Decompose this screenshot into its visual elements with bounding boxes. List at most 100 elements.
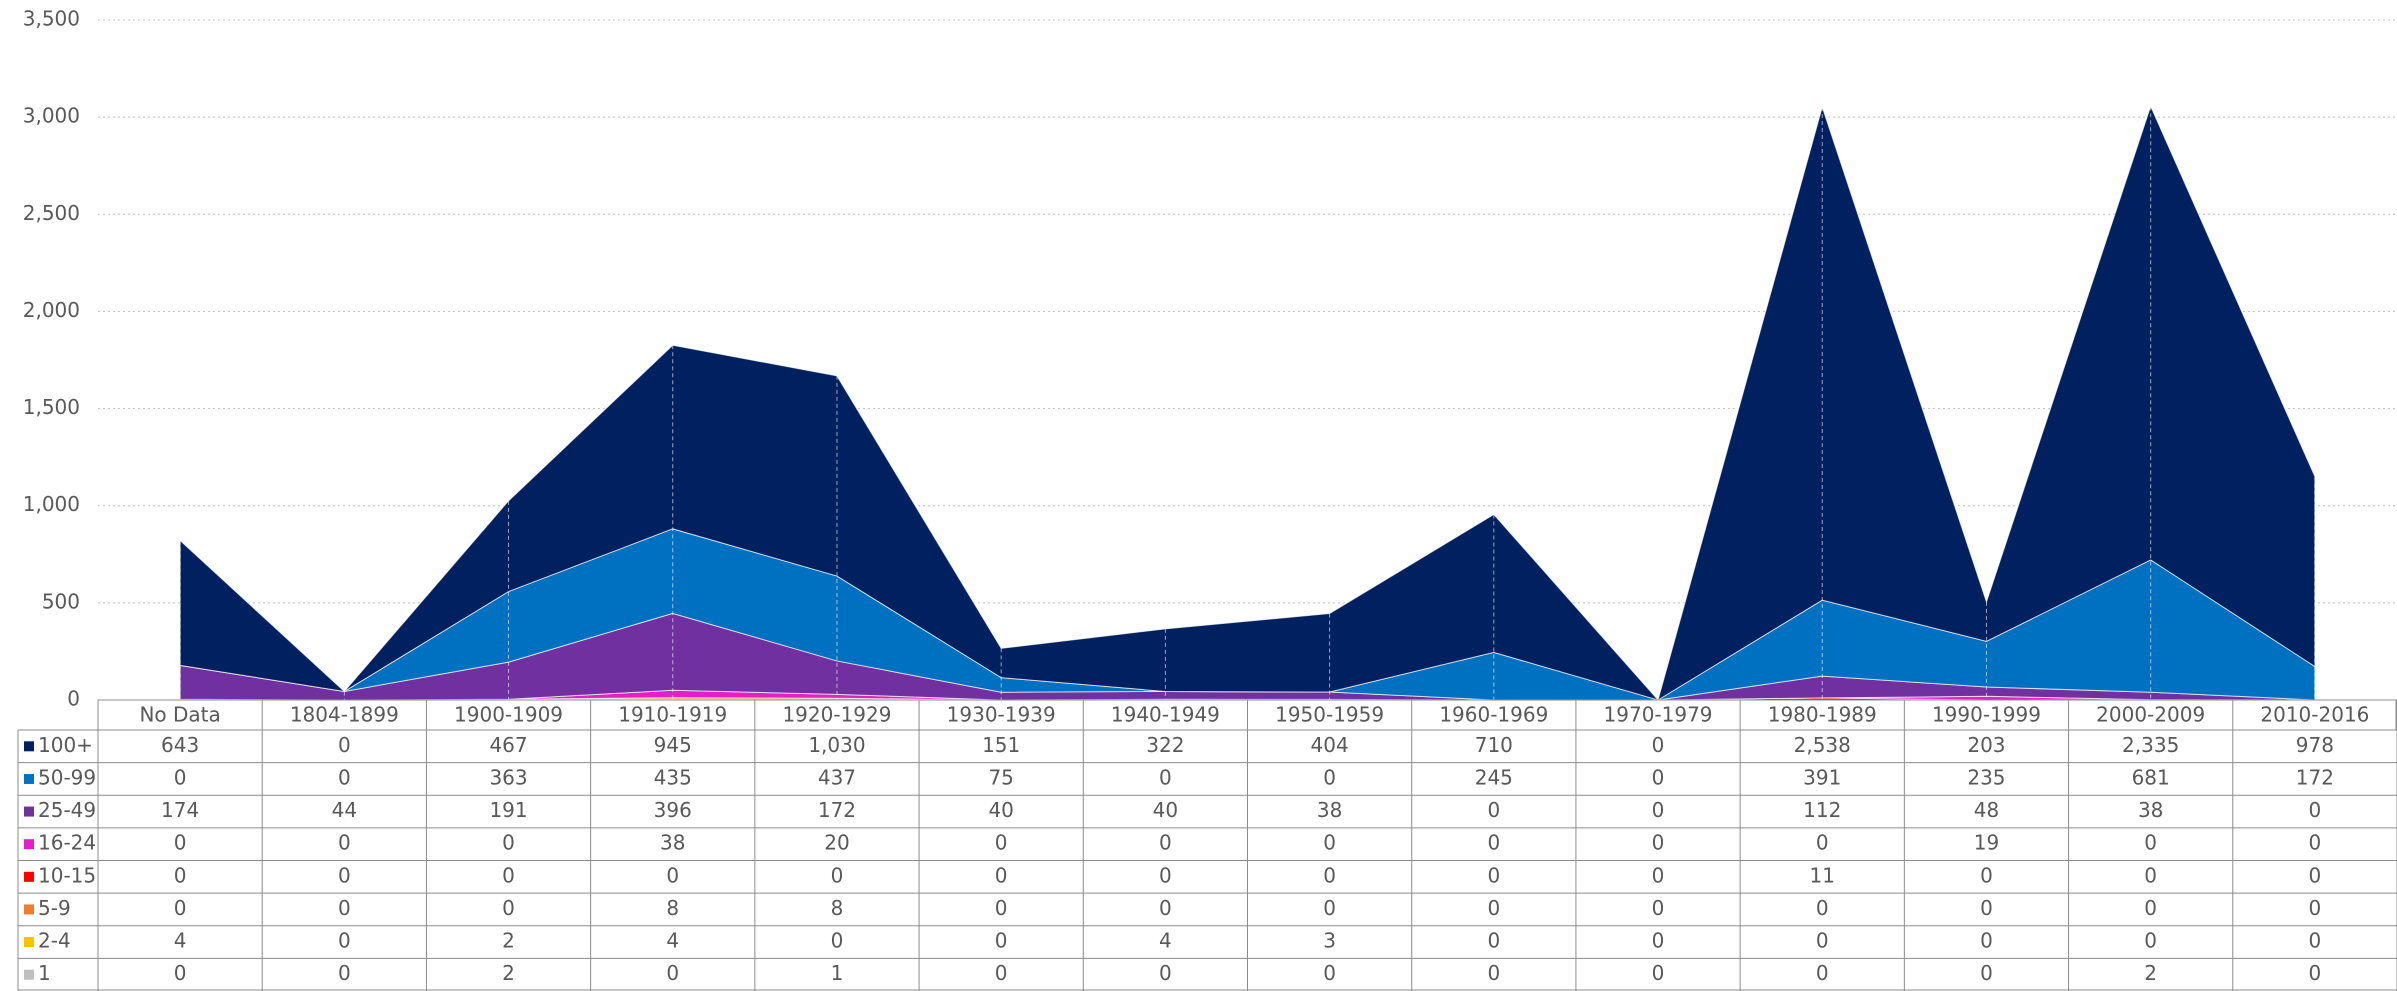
table-cell: 0 [1980,896,1993,920]
table-cell: 437 [818,765,856,789]
table-cell: 0 [174,896,187,920]
table-cell: 0 [995,863,1008,887]
table-cell: 38 [2138,798,2163,822]
table-cell: 0 [1652,798,1665,822]
legend-swatch [24,904,34,915]
table-cell: 20 [824,831,849,855]
table-cell: 0 [1487,863,1500,887]
table-cell: 75 [988,765,1013,789]
table-cell: 2,538 [1794,733,1851,757]
table-cell: 0 [2144,863,2157,887]
table-cell: 0 [831,863,844,887]
table-cell: 0 [1487,831,1500,855]
table-cell: 404 [1311,733,1349,757]
y-tick-label: 1,000 [23,492,80,516]
table-cell: 0 [1652,863,1665,887]
table-cell: 0 [174,961,187,985]
x-tick-label: 1960-1969 [1439,703,1548,727]
table-cell: 1 [831,961,844,985]
y-tick-label: 3,000 [23,104,80,128]
table-cell: 0 [1323,863,1336,887]
y-tick-label: 500 [42,589,80,613]
table-cell: 0 [338,863,351,887]
table-cell: 2 [2144,961,2157,985]
x-tick-label: 1930-1939 [947,703,1056,727]
table-cell: 0 [1159,831,1172,855]
table-cell: 0 [2309,961,2322,985]
legend-label: 25-49 [38,798,96,822]
table-cell: 0 [338,733,351,757]
table-cell: 19 [1974,831,1999,855]
x-tick-label: 1970-1979 [1604,703,1713,727]
table-cell: 0 [1159,961,1172,985]
table-cell: 172 [818,798,856,822]
table-cell: 0 [2309,831,2322,855]
legend-label: 5-9 [38,896,71,920]
table-cell: 945 [654,733,692,757]
table-cell: 0 [1652,765,1665,789]
table-cell: 978 [2296,733,2334,757]
table-cell: 0 [1323,765,1336,789]
table-cell: 235 [1967,765,2005,789]
table-cell: 0 [338,765,351,789]
legend-label: 1 [38,961,51,985]
table-cell: 1,030 [808,733,865,757]
y-tick-label: 2,000 [23,298,80,322]
legend-swatch [24,969,34,980]
table-cell: 0 [1487,896,1500,920]
table-cell: 681 [2132,765,2170,789]
table-cell: 0 [1980,961,1993,985]
table-cell: 0 [338,831,351,855]
table-cell: 0 [995,896,1008,920]
table-cell: 0 [2144,831,2157,855]
table-cell: 0 [2144,929,2157,953]
y-tick-label: 3,500 [23,7,80,31]
table-cell: 391 [1803,765,1841,789]
table-cell: 710 [1475,733,1513,757]
table-cell: 203 [1967,733,2005,757]
table-cell: 0 [1816,929,1829,953]
table-cell: 0 [1487,798,1500,822]
table-cell: 38 [1317,798,1342,822]
table-cell: 363 [489,765,527,789]
table-cell: 3 [1323,929,1336,953]
x-tick-label: No Data [139,703,220,727]
y-tick-label: 2,500 [23,201,80,225]
table-cell: 0 [1652,929,1665,953]
table-cell: 0 [1323,896,1336,920]
table-cell: 112 [1803,798,1841,822]
table-cell: 0 [2144,896,2157,920]
x-tick-label: 1920-1929 [782,703,891,727]
table-cell: 0 [1159,863,1172,887]
table-cell: 0 [2309,863,2322,887]
table-cell: 0 [666,863,679,887]
table-cell: 4 [174,929,187,953]
table-cell: 322 [1146,733,1184,757]
table-cell: 0 [1323,961,1336,985]
table-cell: 396 [654,798,692,822]
table-cell: 0 [995,929,1008,953]
table-cell: 0 [1980,929,1993,953]
table-cell: 4 [666,929,679,953]
y-tick-label: 1,500 [23,395,80,419]
x-tick-label: 2000-2009 [2096,703,2205,727]
legend-label: 2-4 [38,929,71,953]
legend-label: 100+ [38,733,93,757]
table-cell: 191 [489,798,527,822]
table-cell: 172 [2296,765,2334,789]
table-cell: 0 [502,831,515,855]
table-cell: 0 [1652,896,1665,920]
table-cell: 174 [161,798,199,822]
x-tick-label: 1900-1909 [454,703,563,727]
legend-swatch [24,839,34,850]
table-cell: 38 [660,831,685,855]
table-cell: 0 [174,831,187,855]
table-cell: 0 [502,863,515,887]
legend-swatch [24,741,34,752]
table-cell: 435 [654,765,692,789]
table-cell: 0 [2309,929,2322,953]
legend-label: 50-99 [38,765,96,789]
table-cell: 8 [831,896,844,920]
legend-swatch [24,806,34,817]
